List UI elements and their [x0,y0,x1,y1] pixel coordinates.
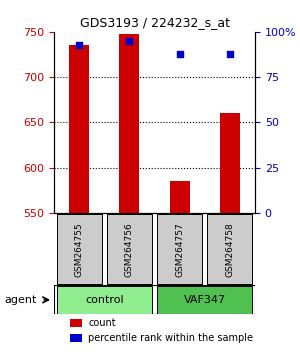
FancyBboxPatch shape [157,286,253,314]
Point [227,51,232,56]
Bar [220,113,240,213]
FancyBboxPatch shape [207,215,253,284]
Title: GDS3193 / 224232_s_at: GDS3193 / 224232_s_at [80,16,230,29]
Bar [119,34,140,213]
Bar [70,319,82,327]
Text: percentile rank within the sample: percentile rank within the sample [88,333,253,343]
Bar [69,45,89,213]
Point [127,38,132,44]
Text: VAF347: VAF347 [184,295,226,305]
Text: GSM264758: GSM264758 [225,222,234,276]
Text: count: count [88,319,116,329]
Text: control: control [85,295,124,305]
Text: GSM264756: GSM264756 [125,222,134,276]
Bar [169,181,190,213]
FancyBboxPatch shape [54,285,255,314]
FancyBboxPatch shape [56,286,152,314]
Text: GSM264755: GSM264755 [75,222,84,276]
Text: agent: agent [4,295,36,305]
Text: GSM264757: GSM264757 [175,222,184,276]
Point [77,42,82,47]
FancyBboxPatch shape [157,215,202,284]
FancyBboxPatch shape [56,215,102,284]
FancyBboxPatch shape [107,215,152,284]
Bar [70,334,82,342]
Point [177,51,182,56]
